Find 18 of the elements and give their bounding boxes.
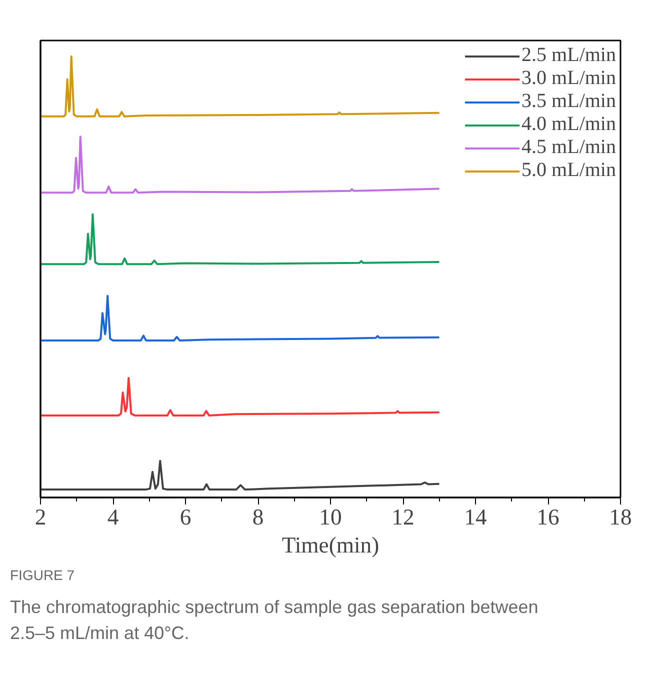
legend-label: 3.0 mL/min: [522, 67, 616, 90]
x-axis-title: Time(min): [282, 532, 380, 558]
legend-label: 2.5 mL/min: [522, 44, 616, 67]
x-tick-label: 14: [464, 504, 487, 530]
x-tick-label: 12: [392, 504, 414, 530]
legend-label: 4.0 mL/min: [522, 113, 616, 136]
legend-label: 3.5 mL/min: [522, 90, 616, 113]
legend-label: 4.5 mL/min: [522, 136, 616, 159]
x-tick-label: 18: [609, 504, 632, 530]
x-tick-label: 16: [536, 504, 560, 530]
text: The chromatographic spectrum of sample gas separation between 2.5–5 mL/min at 40°C.: [10, 596, 540, 645]
caption: FIGURE 7: [10, 566, 75, 585]
legend-label: 5.0 mL/min: [522, 159, 616, 182]
x-tick-label: 8: [252, 504, 264, 530]
x-tick-label: 4: [107, 504, 119, 530]
x-tick-label: 2: [34, 504, 46, 530]
x-tick-label: 6: [180, 504, 192, 530]
x-tick-label: 10: [319, 504, 342, 530]
